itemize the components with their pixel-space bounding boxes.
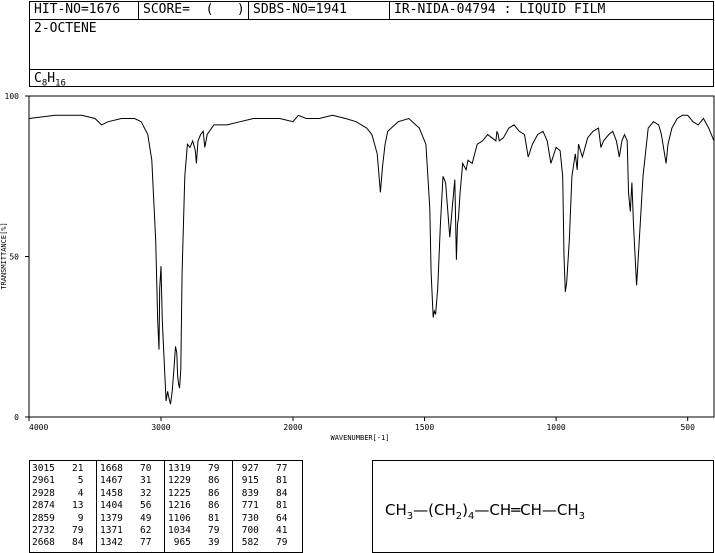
peak-table: 3015 21 2961 5 2928 4 2874 13 2859 9 2732 79 2… bbox=[29, 460, 303, 553]
plot-frame bbox=[28, 95, 715, 418]
peak-row: 3015 21 bbox=[32, 463, 84, 474]
peak-row: 1404 56 bbox=[100, 500, 152, 512]
peak-row: 700 41 bbox=[236, 525, 288, 537]
peak-row: 2668 84 bbox=[32, 537, 84, 549]
x-tick-label-4: 1000 bbox=[546, 423, 565, 432]
hit-number: HIT-NO=1676 bbox=[30, 2, 139, 19]
peak-row: 1106 81 bbox=[168, 512, 220, 524]
x-tick-label-0: 4000 bbox=[29, 423, 48, 432]
structural-formula: CH3—(CH2)4—CH═CH—CH3 bbox=[385, 501, 586, 522]
peak-row: 2961 5 bbox=[32, 475, 84, 487]
x-tick-label-5: 500 bbox=[680, 423, 695, 432]
peak-row: 1668 70 bbox=[100, 463, 152, 474]
sdbs-number: SDBS-NO=1941 bbox=[249, 2, 390, 19]
peak-row: 1342 77 bbox=[100, 537, 152, 549]
peak-column-divider bbox=[96, 461, 97, 552]
y-tick-label-0: 100 bbox=[5, 92, 20, 101]
peak-row: 1216 86 bbox=[168, 500, 220, 512]
peak-row: 1467 31 bbox=[100, 475, 152, 487]
peak-column-divider bbox=[164, 461, 165, 552]
divider bbox=[30, 69, 713, 70]
peak-row: 1379 49 bbox=[100, 512, 152, 524]
spectrum-header: HIT-NO=1676 SCORE= ( ) SDBS-NO=1941 IR-N… bbox=[29, 1, 714, 89]
peak-row: 1319 79 bbox=[168, 463, 220, 474]
peak-row: 1371 62 bbox=[100, 525, 152, 537]
peak-row: 927 77 bbox=[236, 463, 288, 474]
peak-row: 2732 79 bbox=[32, 525, 84, 537]
x-tick-label-3: 1500 bbox=[415, 423, 434, 432]
y-axis: 100 50 0 bbox=[5, 92, 29, 422]
score-field: SCORE= ( ) bbox=[139, 2, 249, 19]
y-axis-label: TRANSMITTANCE[%] bbox=[0, 222, 8, 289]
spectrum-line bbox=[28, 114, 715, 405]
x-tick-label-1: 3000 bbox=[151, 423, 170, 432]
peak-row: 771 81 bbox=[236, 500, 288, 512]
x-tick-label-2: 2000 bbox=[283, 423, 302, 432]
peak-row: 730 64 bbox=[236, 512, 288, 524]
peak-column-0: 3015 21 2961 5 2928 4 2874 13 2859 9 2732 79 2… bbox=[32, 463, 83, 550]
x-axis: 4000 3000 2000 1500 1000 500 bbox=[28, 417, 695, 432]
peak-column-divider bbox=[232, 461, 233, 552]
y-tick-label-1: 50 bbox=[9, 253, 19, 262]
peak-row: 839 84 bbox=[236, 487, 288, 499]
compound-name: 2-OCTENE bbox=[34, 21, 97, 36]
peak-row: 2859 9 bbox=[32, 512, 84, 524]
peak-row: 2874 13 bbox=[32, 500, 84, 512]
header-row: HIT-NO=1676 SCORE= ( ) SDBS-NO=1941 IR-N… bbox=[30, 2, 713, 20]
x-axis-label: WAVENUMBER[-1] bbox=[330, 434, 389, 442]
peak-row: 1458 32 bbox=[100, 487, 152, 499]
ir-info: IR-NIDA-04794 : LIQUID FILM bbox=[394, 2, 606, 17]
peak-row: 965 39 bbox=[168, 537, 220, 549]
peak-row: 582 79 bbox=[236, 537, 288, 549]
peak-column-1: 1668 70 1467 31 1458 32 1404 56 1379 49 1371 … bbox=[100, 463, 151, 550]
peak-column-3: 927 77 915 81 839 84 771 81 730 64 700 4… bbox=[236, 463, 288, 550]
peak-row: 1229 86 bbox=[168, 475, 220, 487]
molecular-formula: C8H16 bbox=[34, 71, 66, 89]
structure-box: CH3—(CH2)4—CH═CH—CH3 bbox=[372, 460, 714, 553]
y-tick-label-2: 0 bbox=[14, 413, 19, 422]
peak-row: 1034 79 bbox=[168, 525, 220, 537]
peak-row: 2928 4 bbox=[32, 487, 84, 499]
peak-row: 1225 86 bbox=[168, 487, 220, 499]
peak-row: 915 81 bbox=[236, 475, 288, 487]
peak-column-2: 1319 79 1229 86 1225 86 1216 86 1106 81 1034 … bbox=[168, 463, 219, 550]
